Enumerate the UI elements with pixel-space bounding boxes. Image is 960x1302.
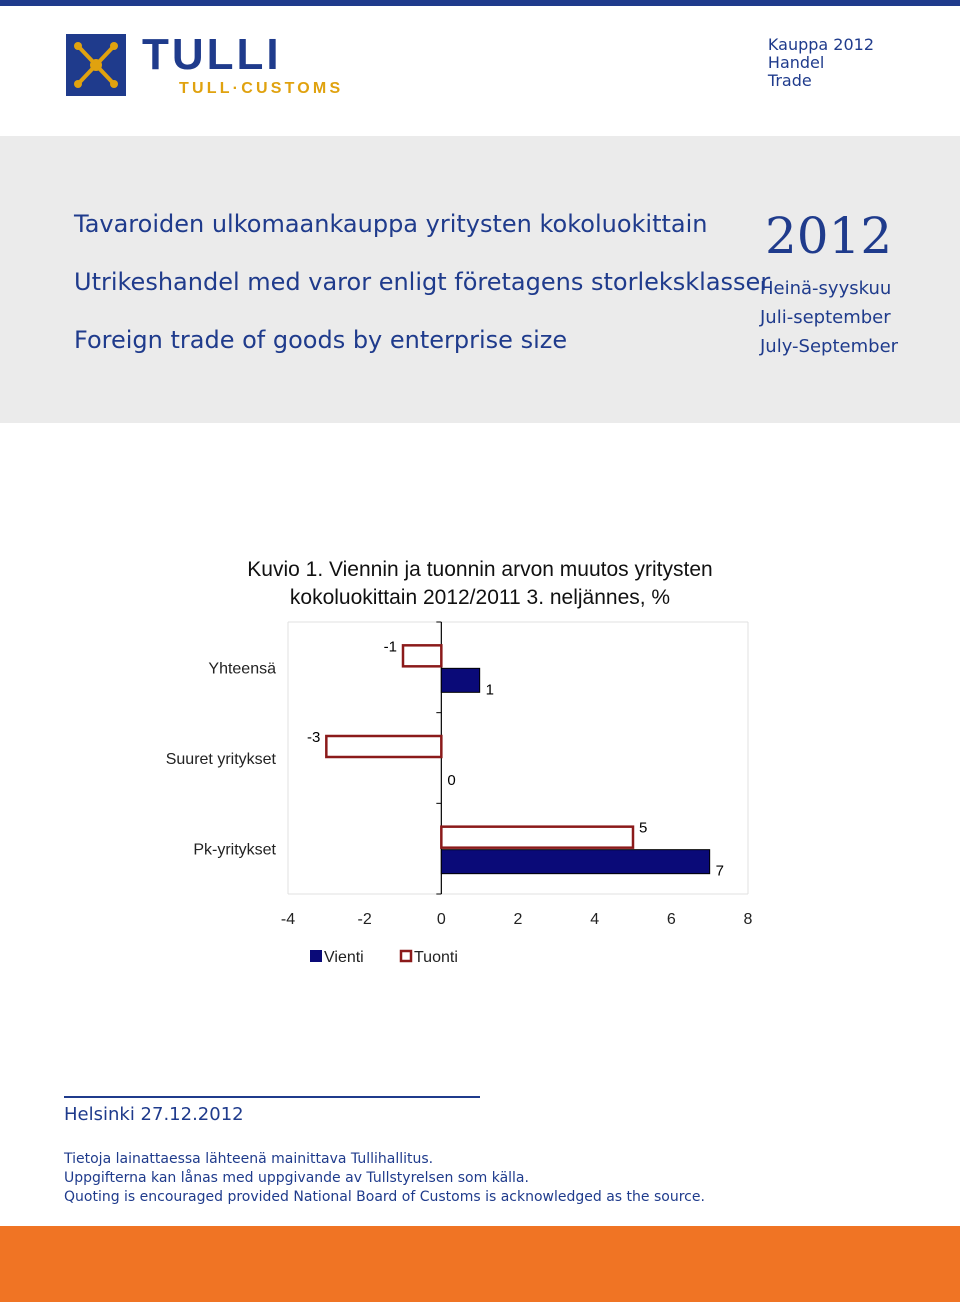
top-rule — [0, 0, 960, 6]
chart-svg: Yhteensä -1 1 Suuret yritykset -3 0 Pk-yrityks… — [166, 621, 753, 966]
series-line-sv: Handel — [767, 53, 825, 72]
x-tick-label: 6 — [667, 911, 676, 928]
source-note-fi: Tietoja lainattaessa lähteenä mainittava… — [64, 1151, 434, 1167]
bar-vienti — [440, 667, 481, 693]
x-tick-label: 0 — [437, 911, 446, 928]
footer-rule — [64, 1096, 480, 1098]
period-sv: Juli-september — [760, 307, 891, 328]
data-label-tuonti: -3 — [307, 729, 320, 746]
logo-wordmark: TULLI — [142, 30, 282, 79]
bar-tuonti — [401, 644, 443, 668]
title-sv: Utrikeshandel med varor enligt företagen… — [74, 268, 771, 296]
period-fi: Heinä-syyskuu — [760, 278, 892, 299]
crest-icon — [66, 34, 126, 96]
x-tick-label: 2 — [514, 911, 523, 928]
series-line-en: Trade — [767, 71, 812, 90]
series-label: Kauppa 2012 Handel Trade — [768, 36, 874, 90]
category-label: Pk-yritykset — [193, 842, 276, 859]
x-tick-label: -4 — [281, 911, 295, 928]
data-label-vienti: 1 — [486, 681, 494, 698]
category-label: Suuret yritykset — [166, 751, 277, 768]
data-label-tuonti: -1 — [384, 638, 397, 655]
bar-vienti — [440, 849, 711, 875]
source-note-en: Quoting is encouraged provided National … — [64, 1189, 705, 1205]
period-en: July-September — [760, 336, 899, 357]
place-date: Helsinki 27.12.2012 — [64, 1104, 244, 1125]
legend-swatch-vienti — [310, 950, 322, 962]
source-note-sv: Uppgifterna kan lånas med uppgivande av … — [64, 1170, 529, 1186]
series-line-fi: Kauppa 2012 — [767, 35, 874, 54]
data-label-tuonti: 5 — [639, 820, 647, 837]
period: Heinä-syyskuu Juli-september July-Septem… — [760, 274, 898, 361]
bottom-band — [0, 1226, 960, 1302]
legend-label-vienti: Vienti — [324, 949, 364, 966]
data-label-vienti: 0 — [447, 772, 455, 789]
title-fi: Tavaroiden ulkomaankauppa yritysten koko… — [74, 210, 708, 238]
chart-title: Kuvio 1. Viennin ja tuonnin arvon muutos… — [247, 558, 713, 609]
title-banner: Tavaroiden ulkomaankauppa yritysten koko… — [0, 136, 960, 423]
x-tick-label: -2 — [358, 911, 372, 928]
data-label-vienti: 7 — [716, 863, 724, 880]
x-tick-label: 8 — [744, 911, 753, 928]
year: 2012 — [765, 207, 893, 265]
legend-label-tuonti: Tuonti — [414, 949, 458, 966]
publication-titles: Tavaroiden ulkomaankauppa yritysten koko… — [74, 210, 770, 384]
bar-tuonti — [440, 825, 635, 849]
logo-subtitle: TULL·CUSTOMS — [179, 80, 344, 97]
title-en: Foreign trade of goods by enterprise siz… — [74, 326, 568, 354]
tulli-logo: TULLI TULL·CUSTOMS — [66, 30, 376, 98]
x-tick-label: 4 — [590, 911, 599, 928]
source-notes: Tietoja lainattaessa lähteenä mainittava… — [64, 1150, 705, 1207]
legend-swatch-tuonti — [399, 949, 413, 963]
category-label: Yhteensä — [208, 660, 276, 677]
bar-tuonti — [325, 734, 443, 759]
bar-chart: Yhteensä -1 1 Suuret yritykset -3 0 Pk-yrityks… — [130, 610, 790, 980]
